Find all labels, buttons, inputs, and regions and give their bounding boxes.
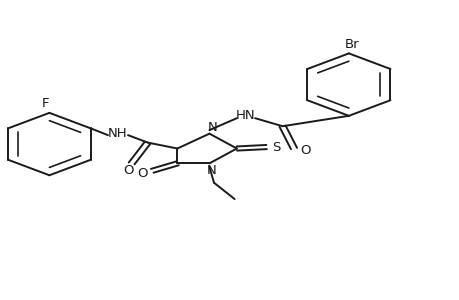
Text: HN: HN	[235, 109, 255, 122]
Text: O: O	[137, 167, 147, 180]
Text: N: N	[208, 121, 218, 134]
Text: O: O	[123, 164, 133, 177]
Text: S: S	[272, 140, 280, 154]
Text: Br: Br	[344, 38, 359, 51]
Text: F: F	[42, 98, 50, 110]
Text: O: O	[300, 143, 310, 157]
Text: N: N	[207, 164, 216, 177]
Text: NH: NH	[108, 127, 128, 140]
